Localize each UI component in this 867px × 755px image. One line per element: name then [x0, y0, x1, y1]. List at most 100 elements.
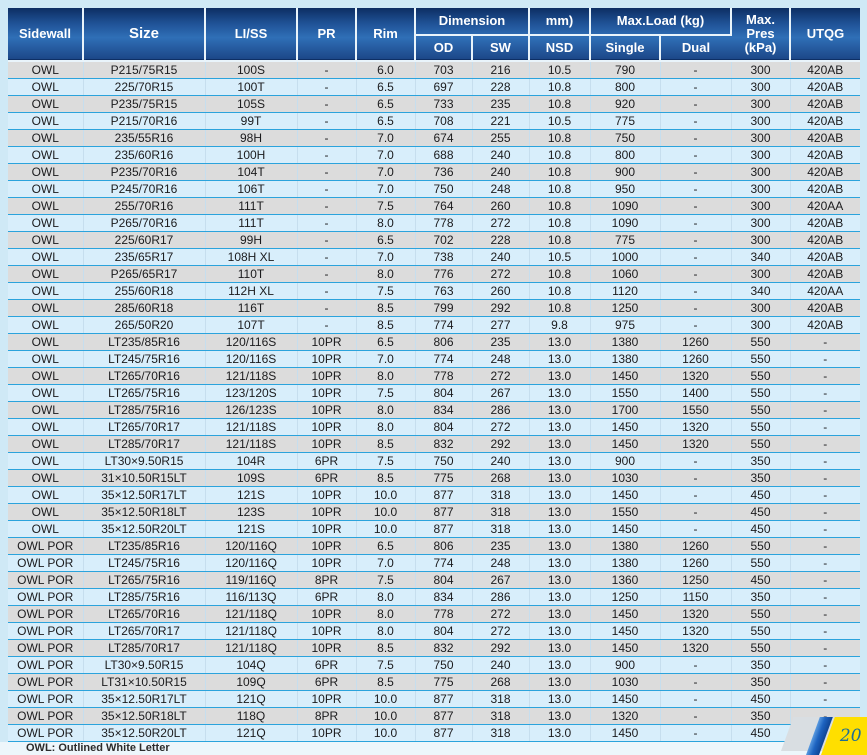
cell-pr: -	[297, 163, 357, 181]
cell-sidewall: OWL	[8, 197, 84, 215]
cell-dual: -	[660, 690, 732, 708]
cell-dual: -	[660, 282, 732, 300]
cell-liss: 111T	[205, 197, 298, 215]
table-row: OWL P235/75R15 105S - 6.5 733 235 10.8 9…	[8, 95, 860, 113]
cell-liss: 120/116Q	[205, 554, 298, 572]
cell-od: 806	[415, 333, 473, 351]
cell-size: LT265/70R16	[83, 367, 206, 385]
cell-liss: 120/116S	[205, 333, 298, 351]
cell-single: 1060	[590, 265, 661, 283]
cell-pr: 6PR	[297, 656, 357, 674]
cell-dual: -	[660, 469, 732, 487]
cell-nsd: 10.5	[529, 112, 591, 130]
table-row: OWL POR LT265/70R16 121/118Q 10PR 8.0 77…	[8, 605, 860, 623]
cell-od: 806	[415, 537, 473, 555]
cell-pr: -	[297, 112, 357, 130]
cell-od: 804	[415, 384, 473, 402]
cell-utqg: -	[790, 639, 860, 657]
cell-pr: 6PR	[297, 469, 357, 487]
cell-pr: 10PR	[297, 503, 357, 521]
cell-pr: 10PR	[297, 690, 357, 708]
cell-liss: 121/118Q	[205, 622, 298, 640]
cell-nsd: 10.8	[529, 95, 591, 113]
cell-max-pres: 340	[731, 282, 791, 300]
cell-rim: 8.0	[356, 367, 416, 385]
cell-utqg: -	[790, 469, 860, 487]
cell-pr: -	[297, 95, 357, 113]
cell-max-pres: 350	[731, 673, 791, 691]
cell-single: 1450	[590, 605, 661, 623]
cell-dual: 1550	[660, 401, 732, 419]
cell-pr: -	[297, 299, 357, 317]
cell-od: 738	[415, 248, 473, 266]
table-row: OWL 235/60R16 100H - 7.0 688 240 10.8 80…	[8, 146, 860, 164]
cell-od: 877	[415, 724, 473, 742]
cell-sw: 260	[472, 282, 530, 300]
cell-liss: 116T	[205, 299, 298, 317]
cell-sw: 248	[472, 554, 530, 572]
cell-rim: 6.0	[356, 61, 416, 79]
cell-nsd: 13.0	[529, 707, 591, 725]
cell-single: 1550	[590, 384, 661, 402]
cell-sidewall: OWL	[8, 486, 84, 504]
table-row: OWL 285/60R18 116T - 8.5 799 292 10.8 12…	[8, 299, 860, 317]
cell-nsd: 13.0	[529, 367, 591, 385]
cell-nsd: 13.0	[529, 486, 591, 504]
cell-max-pres: 350	[731, 588, 791, 606]
cell-sidewall: OWL POR	[8, 571, 84, 589]
cell-sw: 272	[472, 367, 530, 385]
cell-dual: 1260	[660, 537, 732, 555]
cell-rim: 6.5	[356, 333, 416, 351]
cell-rim: 8.5	[356, 299, 416, 317]
cell-rim: 10.0	[356, 520, 416, 538]
cell-utqg: -	[790, 690, 860, 708]
cell-sw: 318	[472, 486, 530, 504]
cell-pr: -	[297, 61, 357, 79]
cell-dual: 1320	[660, 367, 732, 385]
cell-pr: 10PR	[297, 486, 357, 504]
cell-rim: 8.0	[356, 418, 416, 436]
cell-nsd: 13.0	[529, 622, 591, 640]
cell-utqg: -	[790, 656, 860, 674]
cell-nsd: 13.0	[529, 520, 591, 538]
cell-rim: 8.0	[356, 588, 416, 606]
cell-dual: -	[660, 656, 732, 674]
cell-single: 1090	[590, 197, 661, 215]
table-row: OWL LT285/70R17 121/118S 10PR 8.5 832 29…	[8, 435, 860, 453]
cell-sw: 240	[472, 248, 530, 266]
cell-nsd: 13.0	[529, 418, 591, 436]
table-row: OWL 225/60R17 99H - 6.5 702 228 10.8 775…	[8, 231, 860, 249]
cell-size: 235/65R17	[83, 248, 206, 266]
cell-utqg: -	[790, 435, 860, 453]
cell-rim: 10.0	[356, 486, 416, 504]
cell-max-pres: 350	[731, 469, 791, 487]
cell-size: P215/75R15	[83, 61, 206, 79]
cell-sidewall: OWL POR	[8, 622, 84, 640]
table-row: OWL POR 35×12.50R17LT 121Q 10PR 10.0 877…	[8, 690, 860, 708]
table-header: Sidewall Size LI/SS PR Rim Dimension mm)…	[8, 8, 860, 61]
cell-pr: -	[297, 129, 357, 147]
table-row: OWL POR LT265/70R17 121/118Q 10PR 8.0 80…	[8, 622, 860, 640]
cell-liss: 123S	[205, 503, 298, 521]
cell-single: 1450	[590, 639, 661, 657]
cell-size: P265/70R16	[83, 214, 206, 232]
cell-utqg: -	[790, 452, 860, 470]
cell-utqg: 420AB	[790, 214, 860, 232]
cell-od: 778	[415, 367, 473, 385]
cell-od: 688	[415, 146, 473, 164]
cell-max-pres: 300	[731, 299, 791, 317]
cell-liss: 121/118Q	[205, 605, 298, 623]
cell-od: 775	[415, 469, 473, 487]
cell-pr: -	[297, 265, 357, 283]
cell-dual: 1400	[660, 384, 732, 402]
cell-nsd: 10.8	[529, 282, 591, 300]
cell-dual: 1260	[660, 333, 732, 351]
cell-utqg: -	[790, 367, 860, 385]
cell-pr: -	[297, 146, 357, 164]
cell-utqg: -	[790, 350, 860, 368]
cell-liss: 119/116Q	[205, 571, 298, 589]
cell-utqg: -	[790, 571, 860, 589]
cell-rim: 8.5	[356, 673, 416, 691]
cell-size: LT30×9.50R15	[83, 656, 206, 674]
cell-liss: 104T	[205, 163, 298, 181]
